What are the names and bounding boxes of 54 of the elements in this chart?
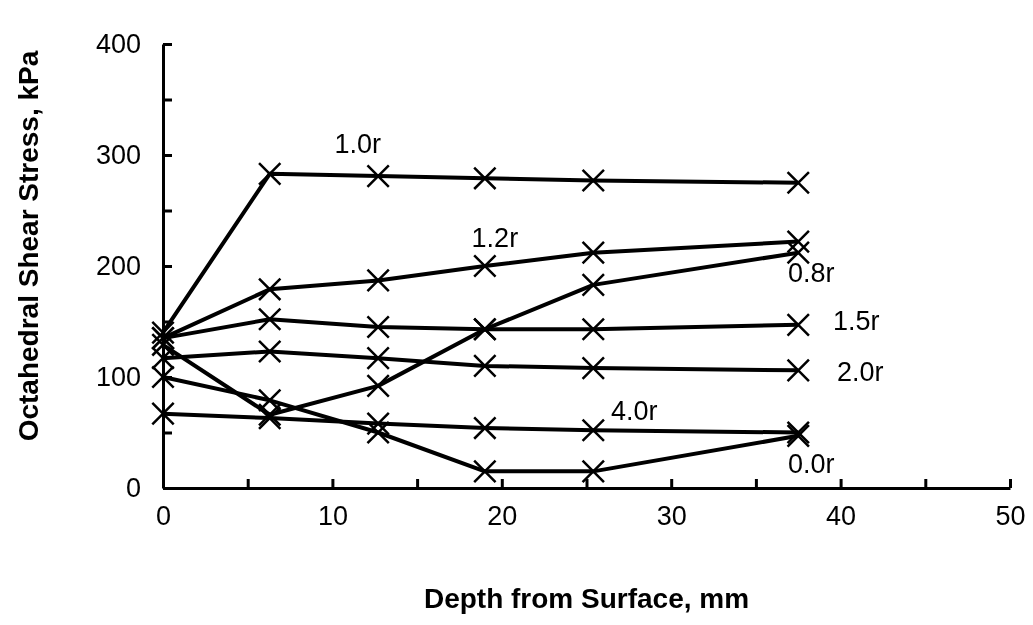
series-label: 0.8r [787,257,835,288]
point [151,332,175,357]
point [366,420,391,445]
point [151,320,175,345]
point [472,459,497,484]
point [472,353,497,378]
point [151,365,175,389]
x-tick-label: 40 [826,501,857,532]
point [581,317,606,342]
y-tick-label: 200 [95,251,141,282]
point [151,346,175,371]
point [581,272,606,297]
x-tick-label: 10 [317,501,348,532]
point [472,254,497,278]
point [257,339,282,364]
point [786,312,811,337]
series-label: 1.0r [334,128,381,159]
y-tick-label: 100 [95,362,141,393]
point [581,459,606,484]
y-tick-label: 0 [125,473,141,504]
point [257,161,282,186]
y-tick-label: 300 [95,140,141,171]
x-tick-label: 50 [995,501,1026,532]
point [257,277,282,302]
series-label: 2.0r [836,357,884,388]
y-axis-title: Octahedral Shear Stress, kPa [13,50,44,442]
point [366,373,391,398]
point [786,358,811,383]
point [581,356,606,381]
point [581,168,606,193]
point [257,388,282,413]
series-label: 1.2r [471,223,519,254]
point [366,411,391,436]
x-tick-label: 20 [487,501,518,532]
point [366,164,391,189]
point [786,170,811,195]
point [472,166,497,191]
x-axis-title: Depth from Surface, mm [423,583,750,614]
point [786,240,811,265]
y-tick-label: 400 [95,29,141,60]
point [366,268,391,293]
x-tick-label: 30 [656,501,687,532]
point [581,240,606,265]
point [366,346,391,371]
point [366,315,391,339]
point [257,307,282,332]
series-label: 1.5r [832,305,880,336]
point [581,418,606,443]
x-tick-label: 0 [155,501,172,532]
point [786,229,811,254]
series-label: 0.0r [787,448,835,479]
point [472,416,497,440]
series-label: 4.0r [611,396,658,427]
point [151,401,175,426]
